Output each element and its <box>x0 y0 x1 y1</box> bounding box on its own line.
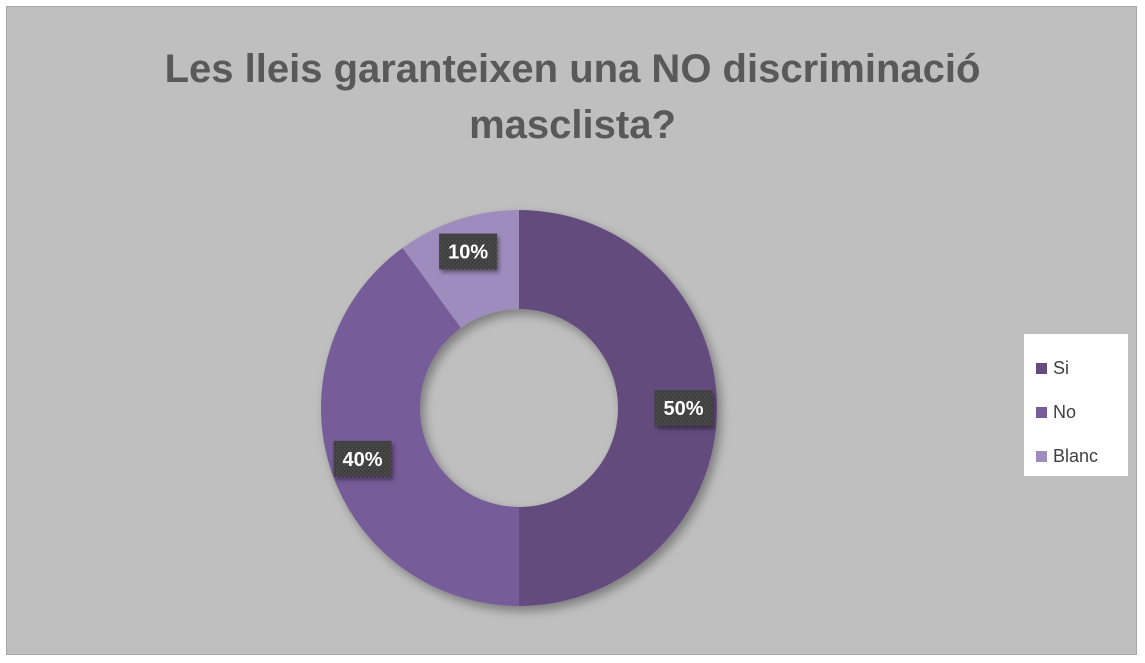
legend-swatch-si <box>1036 362 1047 374</box>
data-label-text-si: 50% <box>663 398 703 420</box>
legend-item-no: No <box>1036 390 1128 434</box>
donut-slice-no <box>321 247 519 606</box>
data-label-text-no: 40% <box>343 449 383 471</box>
legend-label-si: Si <box>1053 357 1070 378</box>
legend-label-no: No <box>1053 401 1077 422</box>
chart-title-line-1: Les lleis garanteixen una NO discriminac… <box>164 47 981 91</box>
data-label-box-no <box>333 440 392 477</box>
legend-label-blanc: Blanc <box>1053 445 1099 466</box>
data-label-si: 50% <box>654 390 713 426</box>
legend-item-blanc: Blanc <box>1036 434 1128 478</box>
data-label-text-blanc: 10% <box>448 242 488 264</box>
chart-title-line-2: masclista? <box>469 103 676 147</box>
data-label-box-si <box>654 390 713 426</box>
data-label-box-blanc <box>439 233 498 270</box>
donut-slice-si <box>519 210 717 606</box>
legend-item-si: Si <box>1036 346 1128 390</box>
legend-swatch-blanc <box>1036 450 1047 462</box>
chart-legend: Si No Blanc <box>1024 334 1128 476</box>
chart-title: Les lleis garanteixen una NO discriminac… <box>7 41 1138 153</box>
data-label-blanc: 10% <box>439 233 498 270</box>
legend-swatch-no <box>1036 406 1047 418</box>
data-label-no: 40% <box>333 440 392 477</box>
